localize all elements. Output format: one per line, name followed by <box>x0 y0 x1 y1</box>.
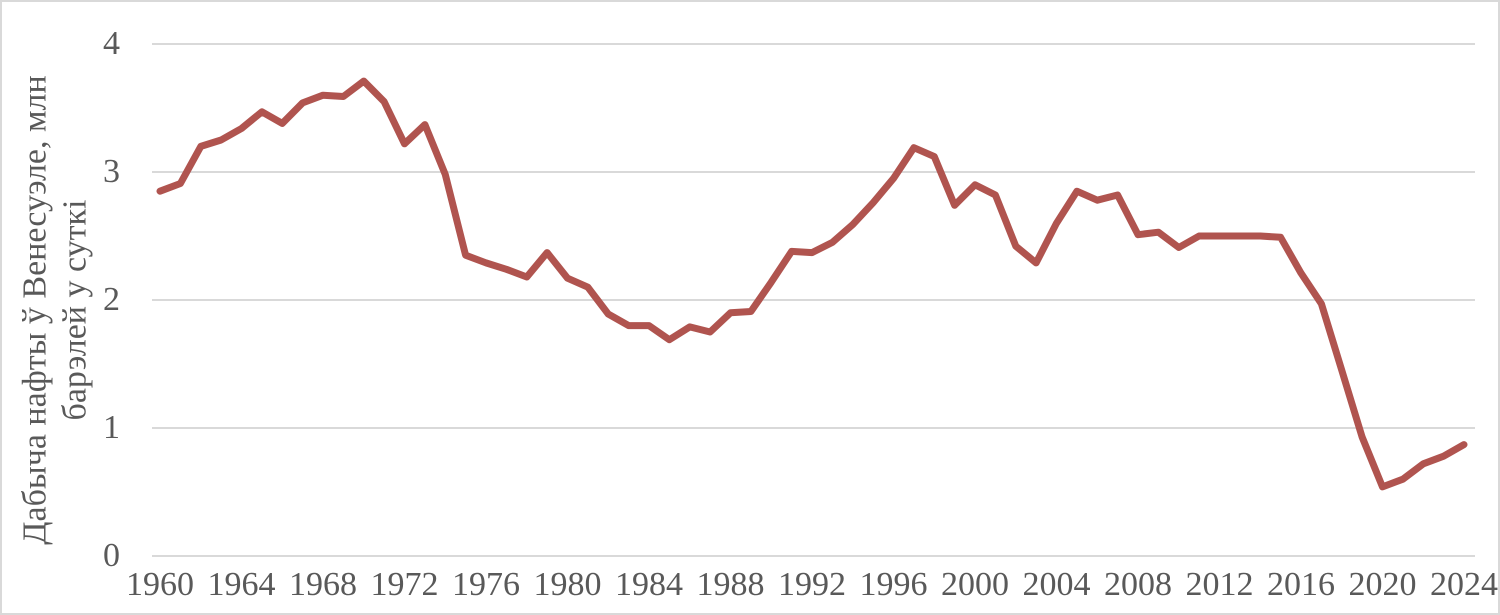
x-tick-label-1996: 1996 <box>859 566 928 603</box>
x-tick-label-1992: 1992 <box>778 566 846 603</box>
x-tick-label-2008: 2008 <box>1104 566 1172 603</box>
x-tick-label-2012: 2012 <box>1185 566 1254 603</box>
y-tick-label-0: 0 <box>103 537 120 574</box>
series-line-oil-production <box>156 77 1468 491</box>
y-tick-label-4: 4 <box>103 25 120 62</box>
x-tick-label-2016: 2016 <box>1267 566 1335 603</box>
x-tick-label-1968: 1968 <box>289 566 357 603</box>
y-tick-label-3: 3 <box>103 153 120 190</box>
x-tick-label-2000: 2000 <box>941 566 1009 603</box>
y-tick-label-2: 2 <box>103 281 120 318</box>
x-tick-label-2024: 2024 <box>1430 566 1498 603</box>
x-tick-label-1972: 1972 <box>370 566 439 603</box>
x-tick-label-2020: 2020 <box>1348 566 1417 603</box>
x-tick-label-1984: 1984 <box>615 566 683 603</box>
y-tick-label-1: 1 <box>103 409 120 446</box>
x-tick-label-1980: 1980 <box>533 566 602 603</box>
x-tick-label-2004: 2004 <box>1022 566 1091 603</box>
x-tick-label-1964: 1964 <box>207 566 276 603</box>
x-tick-label-1976: 1976 <box>452 566 520 603</box>
x-tick-label-1960: 1960 <box>126 566 194 603</box>
x-tick-label-1988: 1988 <box>696 566 765 603</box>
